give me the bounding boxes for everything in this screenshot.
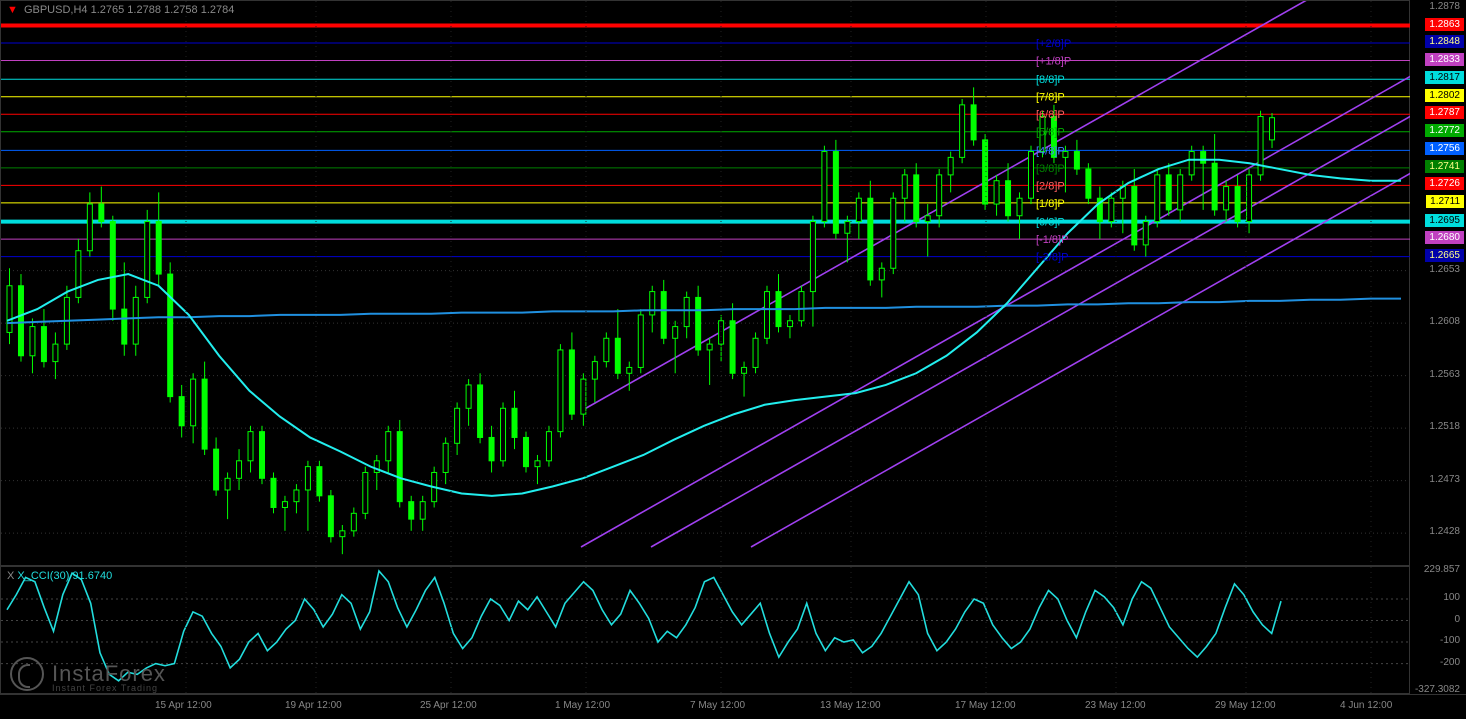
watermark-tag: Instant Forex Trading — [52, 683, 158, 693]
watermark: InstaForex Instant Forex Trading — [10, 657, 166, 691]
price-label: 1.2802 — [1425, 89, 1464, 102]
cci-x-prefix: X — [7, 570, 17, 582]
svg-text:[1/8]P: [1/8]P — [1036, 198, 1065, 210]
x-tick-label: 1 May 12:00 — [555, 700, 610, 711]
watermark-icon — [10, 657, 44, 691]
price-label: 1.2817 — [1425, 71, 1464, 84]
cci-label: X_CCI(30) 91.6740 — [17, 570, 112, 582]
y-axis-indicator: 229.8571000-100-200-327.3082 — [1410, 566, 1466, 694]
x-tick-label: 29 May 12:00 — [1215, 700, 1276, 711]
price-label: 1.2756 — [1425, 142, 1464, 155]
price-label: 1.2833 — [1425, 53, 1464, 66]
svg-text:[7/8]P: [7/8]P — [1036, 92, 1065, 104]
svg-text:[4/8]P: [4/8]P — [1036, 145, 1065, 157]
price-label: 1.2863 — [1425, 18, 1464, 31]
svg-text:[0/8]P: [0/8]P — [1036, 217, 1065, 229]
indicator-header: X X_CCI(30) 91.6740 — [7, 570, 112, 582]
price-label: 1.2741 — [1425, 160, 1464, 173]
cci-level-label: -200 — [1440, 657, 1460, 668]
svg-text:[2/8]P: [2/8]P — [1036, 180, 1065, 192]
price-label: 1.2711 — [1426, 195, 1464, 208]
svg-text:[6/8]P: [6/8]P — [1036, 109, 1065, 121]
main-chart[interactable]: ▼ GBPUSD,H4 1.2765 1.2788 1.2758 1.2784 … — [0, 0, 1410, 566]
cci-svg — [1, 567, 1411, 695]
x-tick-label: 19 Apr 12:00 — [285, 700, 342, 711]
svg-text:[+2/8]P: [+2/8]P — [1036, 38, 1071, 50]
indicator-panel[interactable]: X X_CCI(30) 91.6740 — [0, 566, 1410, 694]
chart-container: ▼ GBPUSD,H4 1.2765 1.2788 1.2758 1.2784 … — [0, 0, 1466, 719]
x-tick-label: 23 May 12:00 — [1085, 700, 1146, 711]
x-tick-label: 4 Jun 12:00 — [1340, 700, 1392, 711]
y-tick-label: 1.2428 — [1429, 526, 1460, 537]
y-tick-label: 1.2608 — [1429, 316, 1460, 327]
y-tick-label: 1.2563 — [1429, 369, 1460, 380]
y-tick-label: 1.2653 — [1429, 264, 1460, 275]
cci-level-label: 229.857 — [1424, 564, 1460, 575]
price-label: 1.2848 — [1425, 35, 1464, 48]
price-label: 1.2772 — [1425, 124, 1464, 137]
svg-text:[8/8]P: [8/8]P — [1036, 74, 1065, 86]
svg-text:[5/8]P: [5/8]P — [1036, 127, 1065, 139]
price-label: 1.2665 — [1425, 249, 1464, 262]
x-tick-label: 15 Apr 12:00 — [155, 700, 212, 711]
ohlc: 1.2765 1.2788 1.2758 1.2784 — [91, 4, 235, 16]
x-tick-label: 25 Apr 12:00 — [420, 700, 477, 711]
price-label: 1.2695 — [1425, 214, 1464, 227]
x-axis: 15 Apr 12:00 19 Apr 12:00 25 Apr 12:00 1 Ma… — [0, 694, 1466, 719]
svg-text:[+1/8]P: [+1/8]P — [1036, 56, 1071, 68]
main-chart-svg: [+2/8]P [+1/8]P [8/8]P [7/8]P [6/8]P [5/8]P [4… — [1, 1, 1411, 567]
symbol-tf: GBPUSD,H4 — [24, 4, 88, 16]
y-tick-label: 1.2473 — [1429, 474, 1460, 485]
x-tick-label: 17 May 12:00 — [955, 700, 1016, 711]
x-tick-label: 13 May 12:00 — [820, 700, 881, 711]
svg-text:[-1/8]P: [-1/8]P — [1036, 234, 1068, 246]
cci-level-label: 100 — [1443, 592, 1460, 603]
y-tick-label: 1.2878 — [1429, 1, 1460, 12]
svg-text:[3/8]P: [3/8]P — [1036, 163, 1065, 175]
price-label: 1.2787 — [1425, 106, 1464, 119]
x-tick-label: 7 May 12:00 — [690, 700, 745, 711]
y-tick-label: 1.2518 — [1429, 421, 1460, 432]
cci-level-label: -100 — [1440, 635, 1460, 646]
price-label: 1.2726 — [1425, 177, 1464, 190]
cci-level-label: 0 — [1454, 614, 1460, 625]
svg-text:[-2/8]P: [-2/8]P — [1036, 252, 1068, 264]
down-arrow-icon: ▼ — [7, 4, 18, 16]
chart-header: ▼ GBPUSD,H4 1.2765 1.2788 1.2758 1.2784 — [7, 4, 234, 16]
price-label: 1.2680 — [1425, 231, 1464, 244]
y-axis-main: 1.2863 1.2848 1.2833 1.2817 1.2802 1.2787 1.27… — [1410, 0, 1466, 566]
